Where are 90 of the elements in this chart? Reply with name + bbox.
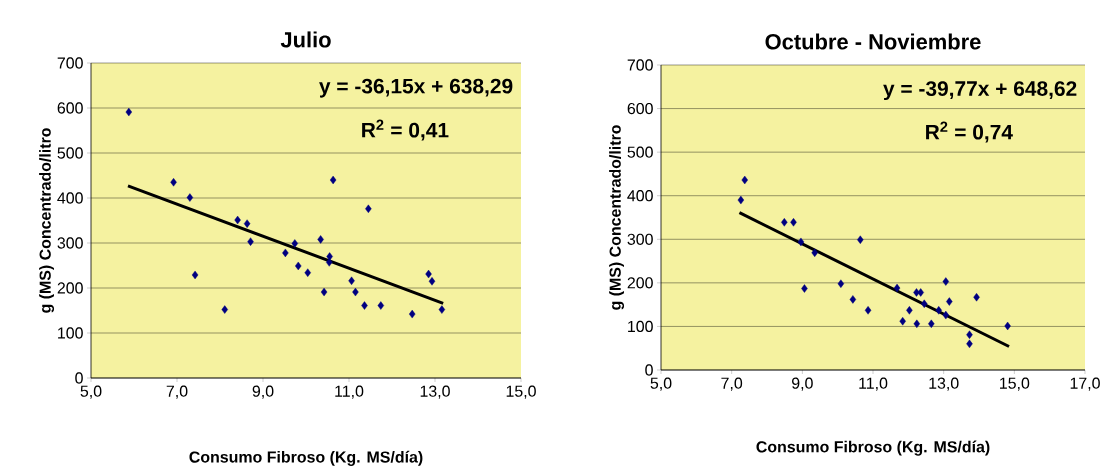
point: [1004, 321, 1011, 331]
y-tick-label: 300: [627, 233, 653, 245]
point: [893, 283, 901, 293]
point: [191, 270, 199, 280]
point: [317, 235, 324, 244]
point: [946, 297, 953, 306]
x-axis-title: Consumo Fibroso (Kg. MS/día): [756, 440, 990, 456]
point: [790, 218, 797, 227]
annotation: y = -36,15x + 638,29: [319, 78, 513, 98]
y-tick-label: 400: [57, 192, 83, 204]
point: [295, 261, 302, 271]
point: [913, 319, 921, 329]
annotation: R$^{2}$ = 0,41: [362, 119, 449, 141]
point: [243, 219, 251, 228]
point: [781, 218, 788, 227]
point: [801, 284, 808, 293]
x-tick-label: 11,0: [859, 377, 888, 391]
point: [973, 293, 980, 302]
point: [921, 299, 928, 308]
point: [899, 317, 906, 326]
point: [365, 204, 372, 213]
point: [348, 276, 355, 285]
x-tick-label: 13,0: [929, 377, 959, 391]
y-tick-label: 300: [57, 237, 83, 249]
y-tick-label: 700: [627, 59, 653, 71]
point: [935, 306, 942, 315]
y-tick-label: 100: [58, 327, 83, 339]
point: [906, 306, 913, 315]
annotation: y = -39,77x + 648,62: [883, 81, 1077, 101]
point: [186, 193, 194, 202]
point: [425, 269, 432, 279]
point: [291, 239, 299, 248]
point: [361, 301, 368, 310]
y-tick-label: 200: [627, 277, 653, 289]
y-tick-label: 500: [627, 146, 653, 158]
point: [304, 268, 311, 277]
point: [326, 252, 333, 261]
point: [247, 237, 254, 246]
point: [849, 295, 857, 304]
point: [966, 339, 973, 349]
x-tick-label: 9,0: [252, 385, 274, 399]
point: [170, 178, 177, 187]
y-tick-label: 200: [57, 282, 83, 294]
x-tick-label: 7,0: [166, 385, 188, 399]
point: [797, 237, 805, 247]
x-tick-label: 15,0: [506, 385, 536, 399]
point: [864, 306, 872, 315]
x-tick-label: 5,0: [80, 385, 102, 399]
point: [377, 301, 385, 310]
annotation: R$^{2}$ = 0,74: [926, 121, 1013, 143]
x-tick-label: 5,0: [650, 377, 672, 391]
point: [966, 330, 973, 339]
point: [837, 279, 845, 288]
x-axis-title: Consumo Fibroso (Kg. MS/día): [189, 450, 423, 466]
point: [320, 287, 328, 297]
point: [917, 288, 924, 297]
point: [942, 310, 949, 320]
point: [811, 248, 818, 257]
x-tick-label: 11,0: [335, 385, 364, 399]
point: [352, 287, 359, 297]
x-tick-label: 17,0: [1070, 377, 1100, 391]
point: [329, 175, 337, 185]
x-tick-label: 9,0: [792, 377, 813, 391]
point: [741, 175, 748, 185]
y-tick-label: 700: [57, 57, 83, 69]
y-tick-label: 500: [57, 147, 83, 159]
point: [221, 305, 228, 314]
point: [234, 215, 241, 225]
point: [438, 305, 446, 314]
y-tick-label: 600: [57, 102, 83, 114]
x-tick-label: 15,0: [1000, 377, 1030, 391]
chart-title: Octubre - Noviembre: [765, 33, 981, 50]
point: [428, 277, 436, 286]
point: [928, 319, 935, 329]
point: [857, 235, 864, 244]
y-tick-label: 600: [627, 102, 653, 115]
point: [409, 309, 416, 319]
point: [282, 248, 289, 258]
y-tick-label: 0: [75, 372, 83, 384]
chart-title: Julio: [280, 31, 331, 48]
point: [942, 277, 949, 286]
y-tick-label: 400: [627, 190, 653, 202]
point: [125, 107, 133, 117]
y-tick-label: 0: [645, 364, 653, 376]
point: [737, 195, 745, 205]
x-tick-label: 7,0: [721, 377, 743, 391]
y-axis-title: g (MS) Concentrado/litro: [609, 125, 625, 310]
y-tick-label: 100: [628, 320, 653, 333]
y-axis-title: g (MS) Concentrado/litro: [39, 128, 55, 313]
x-tick-label: 13,0: [420, 385, 450, 399]
